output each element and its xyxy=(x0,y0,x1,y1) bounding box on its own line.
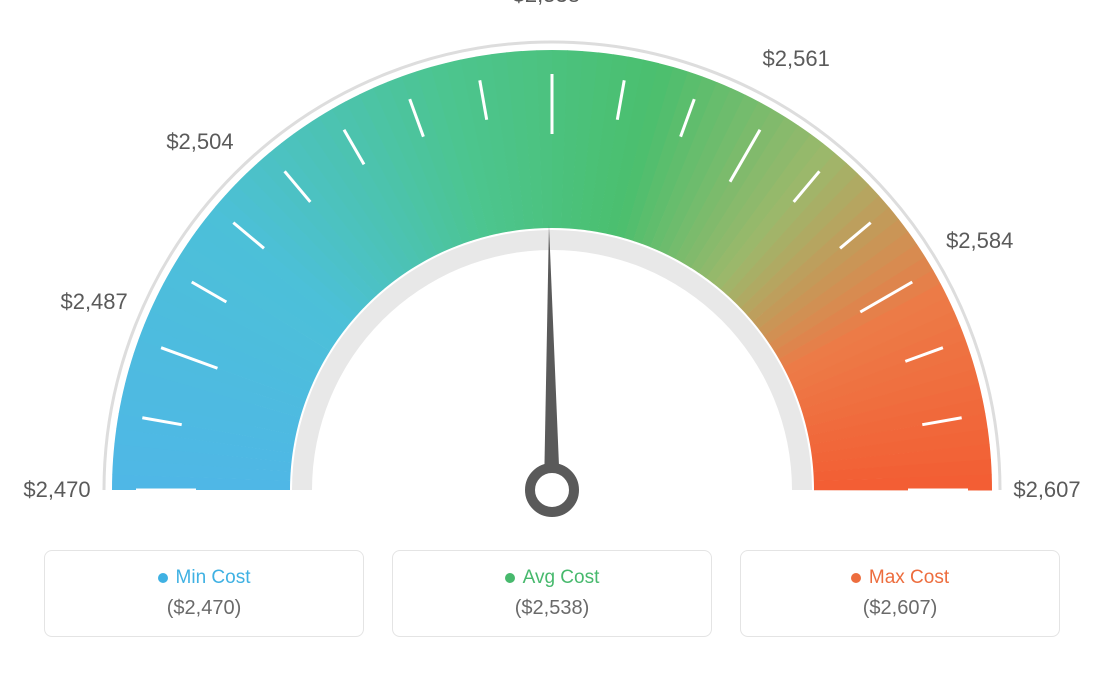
legend-card-avg: Avg Cost ($2,538) xyxy=(392,550,712,637)
legend-title-avg: Avg Cost xyxy=(523,567,600,589)
legend-title-min: Min Cost xyxy=(176,567,251,589)
legend-title-row: Avg Cost xyxy=(413,567,691,589)
gauge-tick-label: $2,470 xyxy=(23,477,90,503)
gauge-tick-label: $2,538 xyxy=(513,0,580,8)
gauge-tick-label: $2,487 xyxy=(60,289,127,315)
legend-value-avg: ($2,538) xyxy=(413,597,691,620)
gauge-tick-label: $2,584 xyxy=(946,228,1013,254)
legend-title-row: Max Cost xyxy=(761,567,1039,589)
legend-dot-min xyxy=(158,573,168,583)
gauge-tick-label: $2,607 xyxy=(1013,477,1080,503)
legend-dot-max xyxy=(851,573,861,583)
legend-title-row: Min Cost xyxy=(65,567,343,589)
legend-title-max: Max Cost xyxy=(869,567,949,589)
legend-card-min: Min Cost ($2,470) xyxy=(44,550,364,637)
legend-value-max: ($2,607) xyxy=(761,597,1039,620)
gauge-tick-label: $2,504 xyxy=(166,129,233,155)
legend-dot-avg xyxy=(505,573,515,583)
gauge-tick-label: $2,561 xyxy=(763,46,830,72)
legend-value-min: ($2,470) xyxy=(65,597,343,620)
gauge-svg xyxy=(0,0,1104,560)
legend-card-max: Max Cost ($2,607) xyxy=(740,550,1060,637)
gauge-chart: $2,470 $2,487 $2,504 $2,538 $2,561 $2,584 $2,6… xyxy=(0,0,1104,530)
legend-row: Min Cost ($2,470) Avg Cost ($2,538) Max Cost… xyxy=(0,550,1104,637)
